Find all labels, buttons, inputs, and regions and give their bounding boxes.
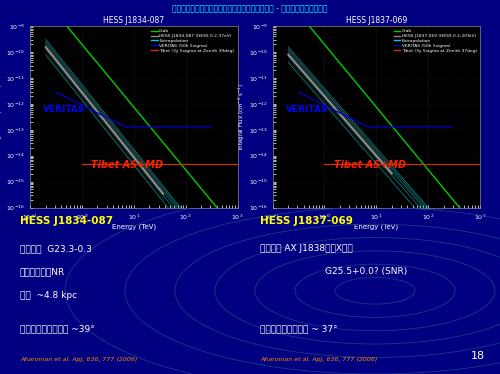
Y-axis label: Integral Flux (cm$^{-2}$ s$^{-1}$): Integral Flux (cm$^{-2}$ s$^{-1}$) [237, 83, 248, 150]
Text: チベット水チェレンコフミューオン観測装置計画 - 東京大学宇宙線研究所: チベット水チェレンコフミューオン観測装置計画 - 東京大学宇宙線研究所 [172, 4, 328, 13]
Text: VERITAS: VERITAS [43, 105, 86, 114]
Title: HESS J1834-087: HESS J1834-087 [103, 16, 164, 25]
Text: シェル型サガNR: シェル型サガNR [20, 267, 65, 276]
Text: HESS J1837-069: HESS J1837-069 [260, 216, 353, 226]
Text: 18: 18 [471, 351, 485, 361]
Text: HESS J1834-087: HESS J1834-087 [20, 216, 113, 226]
Legend: Crab, HESS J1834-087 (HESS 0.2-37eV), Extrapolation, VERITAS (50h 5sigma), Tibet: Crab, HESS J1834-087 (HESS 0.2-37eV), Ex… [150, 28, 236, 53]
X-axis label: Energy (TeV): Energy (TeV) [354, 223, 399, 230]
Text: Tibet AS+MD: Tibet AS+MD [334, 160, 406, 169]
Legend: Crab, HESS J1837-069 (HESS 0.2-20TeV), Extrapolation, VERITAS (50h 5sigma), Tibe: Crab, HESS J1837-069 (HESS 0.2-20TeV), E… [393, 28, 478, 53]
X-axis label: Energy (TeV): Energy (TeV) [112, 223, 156, 230]
Y-axis label: Integral Flux (cm$^{-2}$ s$^{-1}$): Integral Flux (cm$^{-2}$ s$^{-1}$) [0, 83, 5, 150]
Text: Aharonian et al. ApJ, 636, 777 (2006): Aharonian et al. ApJ, 636, 777 (2006) [20, 358, 138, 362]
Text: VERITAS: VERITAS [286, 105, 328, 114]
Text: Aharonian et al. ApJ, 636, 777 (2006): Aharonian et al. ApJ, 636, 777 (2006) [260, 358, 378, 362]
Text: 同定天体 AX J1838？（X線）: 同定天体 AX J1838？（X線） [260, 244, 353, 253]
Text: 距離  ~4.8 kpc: 距離 ~4.8 kpc [20, 291, 77, 300]
Text: 同定天体  G23.3-0.3: 同定天体 G23.3-0.3 [20, 244, 92, 253]
Title: HESS J1837-069: HESS J1837-069 [346, 16, 407, 25]
Text: 天頂角（チベット） ~ 37°: 天頂角（チベット） ~ 37° [260, 324, 338, 333]
Text: Tibet AS+MD: Tibet AS+MD [91, 160, 163, 169]
Text: G25.5+0.0? (SNR): G25.5+0.0? (SNR) [325, 267, 407, 276]
Text: 天頂角（チベット） ~39°: 天頂角（チベット） ~39° [20, 324, 95, 333]
